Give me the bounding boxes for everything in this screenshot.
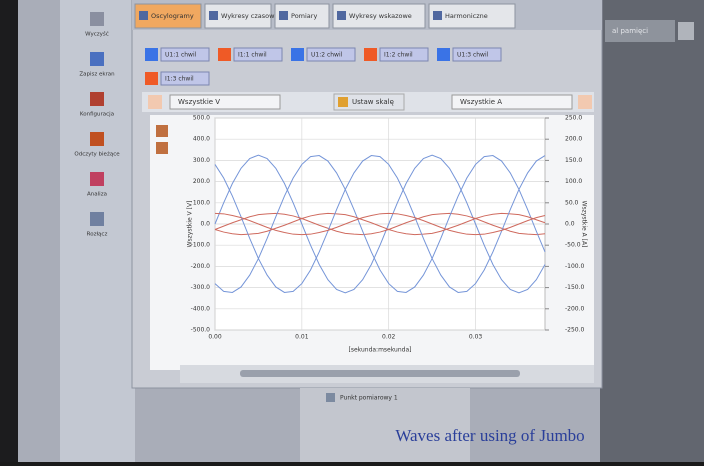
x-tick-label: 0.03 xyxy=(469,334,483,341)
tab-icon xyxy=(139,11,148,20)
scroll-thumb[interactable] xyxy=(240,370,520,377)
y2-tick-label: 200.0 xyxy=(565,136,582,143)
caption: Waves after using of Jumbo xyxy=(395,426,584,445)
legend-swatch[interactable] xyxy=(291,48,304,61)
right-button[interactable] xyxy=(678,22,694,40)
y-tick-label: 100.0 xyxy=(193,199,210,206)
sidebar-label[interactable]: Rozłącz xyxy=(87,232,108,238)
y-tick-label: -100.0 xyxy=(191,242,211,249)
sidebar-icon[interactable] xyxy=(90,12,104,26)
y-axis-label: Wszystkie V [V] xyxy=(187,201,194,248)
legend-label[interactable]: U1:2 chwil xyxy=(311,52,343,59)
y2-tick-label: -100.0 xyxy=(565,263,585,270)
select-v-label: Wszystkie V xyxy=(178,98,220,106)
y2-tick-label: -50.0 xyxy=(565,242,581,249)
y-tick-label: 200.0 xyxy=(193,178,210,185)
tab-label[interactable]: Oscylogramy xyxy=(151,12,194,20)
y-tick-label: -500.0 xyxy=(191,327,211,334)
legend-label[interactable]: I1:3 chwil xyxy=(165,76,194,83)
y2-tick-label: 50.0 xyxy=(565,199,579,206)
y2-axis-label: Wszystkie A [A] xyxy=(581,201,588,248)
y2-tick-label: -250.0 xyxy=(565,327,585,334)
y2-tick-label: -200.0 xyxy=(565,305,585,312)
y-tick-label: -300.0 xyxy=(191,284,211,291)
right-area xyxy=(600,0,704,462)
tab-label[interactable]: Wykresy czasowe xyxy=(221,12,278,20)
legend-swatch[interactable] xyxy=(145,72,158,85)
sidebar-label[interactable]: Zapisz ekran xyxy=(79,72,115,78)
y2-tick-label: 150.0 xyxy=(565,157,582,164)
legend-swatch[interactable] xyxy=(218,48,231,61)
sidebar-label[interactable]: Wyczyść xyxy=(85,31,109,38)
tab-label[interactable]: Pomiary xyxy=(291,12,317,20)
y-tick-label: -200.0 xyxy=(191,263,211,270)
scale-icon xyxy=(338,97,348,107)
x-axis-label: [sekunda:msekunda] xyxy=(349,347,412,354)
sidebar-icon[interactable] xyxy=(90,172,104,186)
tab-icon xyxy=(279,11,288,20)
sidebar-label[interactable]: Konfiguracja xyxy=(80,112,114,118)
sidebar-icon[interactable] xyxy=(90,132,104,146)
page: al pamięci Wyczyść Zapisz ekran Konfigurac… xyxy=(0,0,704,462)
legend-swatch[interactable] xyxy=(364,48,377,61)
legend-label[interactable]: I1:2 chwil xyxy=(384,52,413,59)
x-tick-label: 0.01 xyxy=(295,334,309,341)
scale-button-label: Ustaw skalę xyxy=(352,98,394,106)
y2-tick-label: -150.0 xyxy=(565,284,585,291)
tool-icon[interactable] xyxy=(148,95,162,109)
sidebar-icon[interactable] xyxy=(90,212,104,226)
tree-item[interactable]: Punkt pomiarowy 1 xyxy=(340,395,398,402)
tab-icon xyxy=(433,11,442,20)
legend-label[interactable]: U1:3 chwil xyxy=(457,52,489,59)
y-tick-label: 500.0 xyxy=(193,115,210,122)
sidebar-icon[interactable] xyxy=(90,92,104,106)
tree-icon xyxy=(326,393,335,402)
sidebar-icon[interactable] xyxy=(90,52,104,66)
right-label: al pamięci xyxy=(612,27,648,35)
legend-label[interactable]: U1:1 chwil xyxy=(165,52,197,59)
sidebar-label[interactable]: Analiza xyxy=(87,192,107,198)
screenshot: al pamięci Wyczyść Zapisz ekran Konfigurac… xyxy=(0,0,704,462)
tab-icon xyxy=(337,11,346,20)
x-tick-label: 0.00 xyxy=(208,334,222,341)
tab-label[interactable]: Wykresy wskazowe xyxy=(349,12,412,20)
tool-icon-right[interactable] xyxy=(578,95,592,109)
legend-swatch[interactable] xyxy=(145,48,158,61)
legend-swatch[interactable] xyxy=(437,48,450,61)
zoom-in-icon[interactable] xyxy=(156,142,168,154)
y-tick-label: 0.0 xyxy=(200,221,210,228)
tab-label[interactable]: Harmoniczne xyxy=(445,12,488,20)
y-tick-label: 300.0 xyxy=(193,157,210,164)
y2-tick-label: 250.0 xyxy=(565,115,582,122)
y-tick-label: -400.0 xyxy=(191,305,211,312)
y2-tick-label: 0.0 xyxy=(565,221,575,228)
legend-label[interactable]: I1:1 chwil xyxy=(238,52,267,59)
zoom-icon[interactable] xyxy=(156,125,168,137)
select-a-label: Wszystkie A xyxy=(460,98,502,106)
tab-icon xyxy=(209,11,218,20)
sidebar-label[interactable]: Odczyty bieżące xyxy=(74,152,120,158)
x-tick-label: 0.02 xyxy=(382,334,396,341)
y2-tick-label: 100.0 xyxy=(565,178,582,185)
y-tick-label: 400.0 xyxy=(193,136,210,143)
